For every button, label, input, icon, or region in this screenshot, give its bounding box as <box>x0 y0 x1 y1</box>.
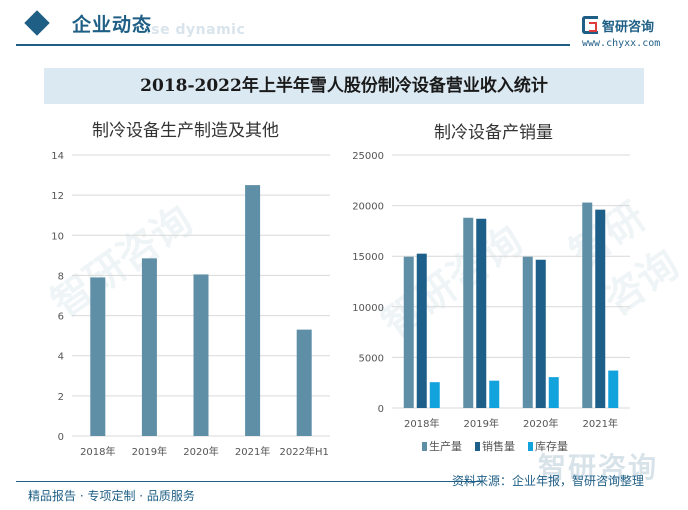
logo-icon <box>582 16 598 34</box>
right-y-tick-label: 15000 <box>352 252 384 263</box>
right-bar-sales <box>416 253 427 408</box>
footer <box>0 478 688 510</box>
right-bar-inventory <box>489 380 500 408</box>
left-x-tick-label: 2018年 <box>80 445 115 458</box>
right-bar-sales <box>476 218 487 408</box>
left-y-tick-label: 12 <box>51 191 64 202</box>
right-y-tick-label: 20000 <box>352 202 384 213</box>
left-bar <box>141 258 157 436</box>
right-bar-inventory <box>548 377 559 408</box>
legend-label: 生产量 <box>429 439 462 453</box>
right-y-tick-label: 10000 <box>352 303 384 314</box>
left-y-tick-label: 8 <box>58 271 64 282</box>
left-y-tick-label: 2 <box>58 392 64 403</box>
legend-swatch <box>475 442 480 451</box>
left-y-tick-label: 10 <box>51 231 64 242</box>
left-bar <box>245 185 261 436</box>
footer-source: 资料来源：企业年报，智研咨询整理 <box>452 474 645 488</box>
footer-brand-watermark: 智研咨询 <box>538 451 659 484</box>
left-bar <box>90 277 106 436</box>
logo-url: www.chyxx.com <box>582 38 661 49</box>
right-bar-inventory <box>608 370 619 408</box>
right-bar-production <box>463 217 474 408</box>
left-bar <box>296 329 312 436</box>
page-header: ise dynamic 企业动态 智研咨询 www.chyxx.com <box>0 0 688 56</box>
left-x-tick-label: 2022年H1 <box>280 445 329 458</box>
right-x-tick-label: 2019年 <box>464 417 499 430</box>
right-bar-production <box>522 256 533 408</box>
footer-divider <box>16 481 482 482</box>
brand-logo: 智研咨询 www.chyxx.com <box>582 16 682 56</box>
header-divider <box>16 44 570 46</box>
logo-name: 智研咨询 <box>602 20 655 35</box>
right-bar-inventory <box>429 382 440 408</box>
left-x-tick-label: 2019年 <box>132 445 167 458</box>
legend-label: 库存量 <box>535 439 568 453</box>
right-bar-sales <box>595 209 606 408</box>
right-y-tick-label: 25000 <box>352 151 384 162</box>
legend-label: 销售量 <box>482 439 515 453</box>
section-title: 企业动态 <box>72 14 153 36</box>
left-y-tick-label: 14 <box>51 151 64 162</box>
right-y-tick-label: 0 <box>378 404 384 415</box>
right-x-tick-label: 2020年 <box>523 417 558 430</box>
section-subtitle: ise dynamic <box>146 22 246 38</box>
left-x-tick-label: 2021年 <box>235 445 270 458</box>
left-bar <box>193 274 209 436</box>
legend-swatch <box>528 442 533 451</box>
right-x-tick-label: 2018年 <box>404 417 439 430</box>
banner-title: 2018-2022年上半年雪人股份制冷设备营业收入统计 <box>140 76 548 96</box>
left-y-tick-label: 6 <box>58 312 64 323</box>
footer-tagline: 精品报告 · 专项定制 · 品质服务 <box>28 489 195 503</box>
right-x-tick-label: 2021年 <box>583 417 618 430</box>
right-bar-production <box>403 256 414 408</box>
right-y-tick-label: 5000 <box>359 353 384 364</box>
left-chart-title: 制冷设备生产制造及其他 <box>92 121 279 141</box>
left-y-tick-label: 4 <box>58 352 64 363</box>
left-x-tick-label: 2020年 <box>183 445 218 458</box>
title-banner: 2018-2022年上半年雪人股份制冷设备营业收入统计 <box>44 68 644 104</box>
right-chart-title: 制冷设备产销量 <box>434 123 553 143</box>
right-bar-sales <box>535 259 546 408</box>
left-y-tick-label: 0 <box>58 432 64 443</box>
legend-swatch <box>422 442 427 451</box>
right-bar-production <box>582 202 593 408</box>
